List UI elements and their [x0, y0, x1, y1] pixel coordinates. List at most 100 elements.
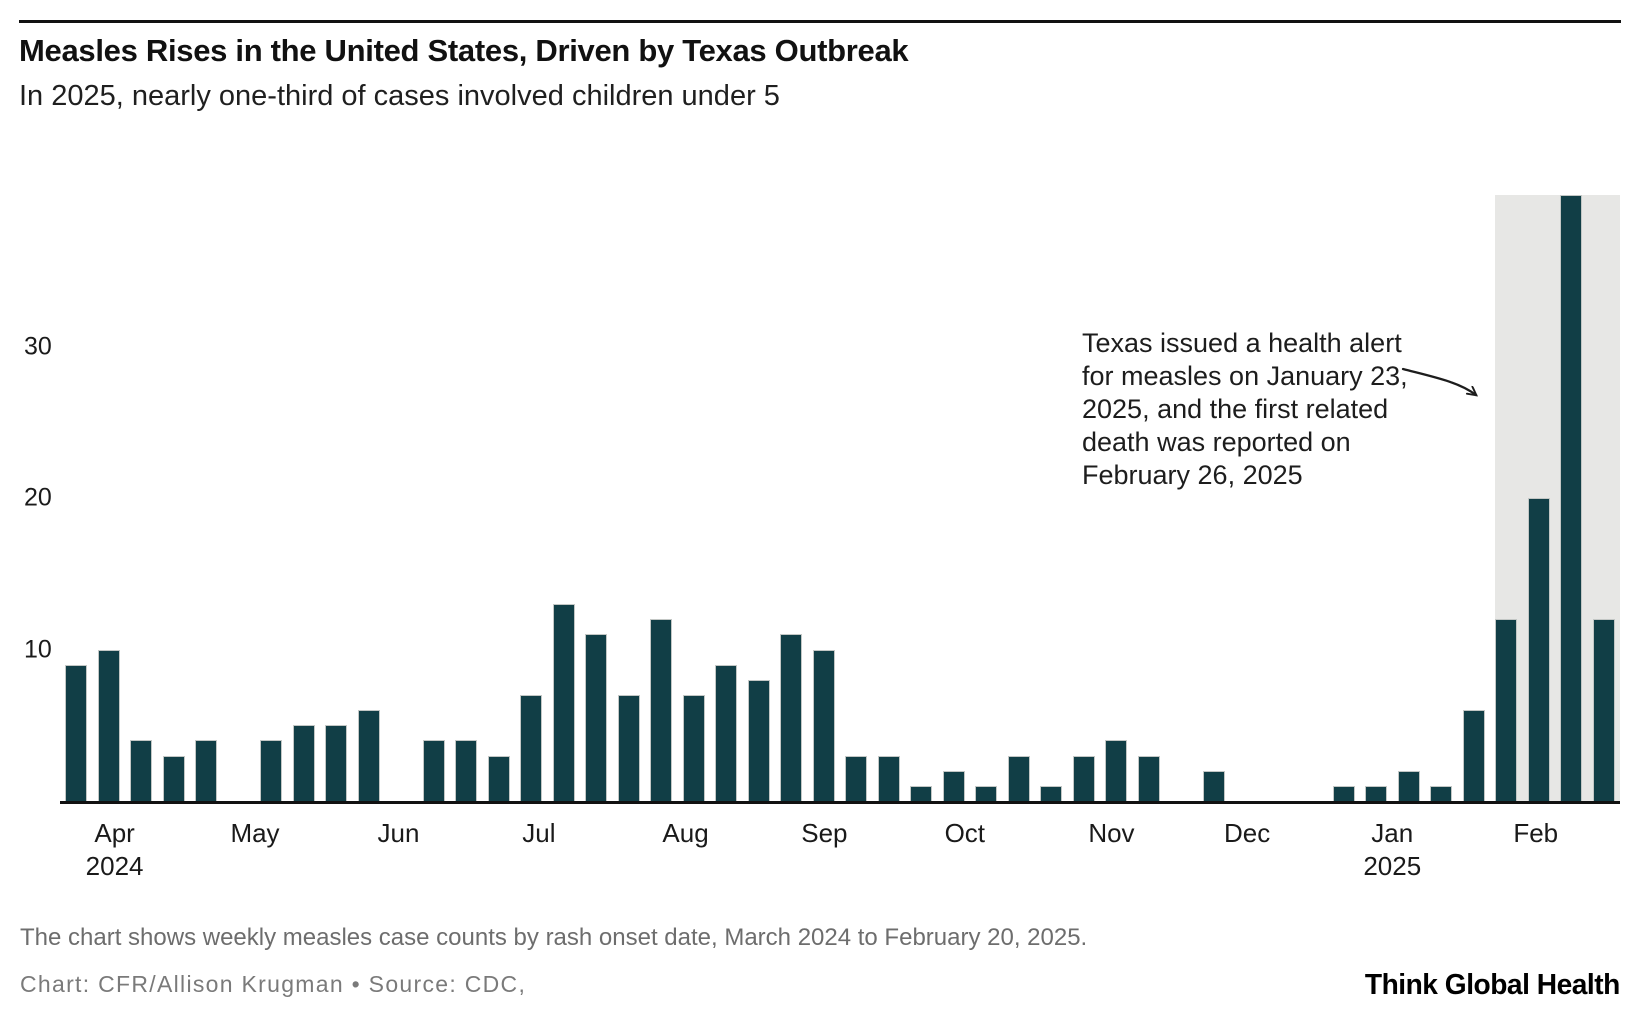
- bar: [487, 755, 510, 801]
- bar-slot: [808, 195, 841, 801]
- chart-title: Measles Rises in the United States, Driv…: [19, 33, 909, 68]
- y-tick-label: 30: [24, 332, 52, 360]
- bar-slot: [1100, 195, 1133, 801]
- bar: [1430, 785, 1453, 801]
- annotation-line: Texas issued a health alert: [1082, 328, 1402, 358]
- bar-slot: [1295, 195, 1328, 801]
- bar-slot: [158, 195, 191, 801]
- bar: [1332, 785, 1355, 801]
- top-rule: [19, 20, 1621, 23]
- bar: [650, 619, 673, 801]
- bar-slot: [1133, 195, 1166, 801]
- bar-slot: [905, 195, 938, 801]
- bar-slot: [548, 195, 581, 801]
- bar: [552, 604, 575, 801]
- bar-slot: [1328, 195, 1361, 801]
- chart-credit: Chart: CFR/Allison Krugman • Source: CDC…: [20, 971, 527, 997]
- bar-slot: [125, 195, 158, 801]
- bar-slot: [93, 195, 126, 801]
- bar: [780, 634, 803, 801]
- bar: [97, 649, 120, 801]
- bar: [682, 694, 705, 801]
- bar-slot: [1263, 195, 1296, 801]
- annotation-line: for measles on January 23,: [1082, 361, 1408, 391]
- x-tick-label-feb: Feb: [1513, 818, 1559, 848]
- bar: [1072, 755, 1095, 801]
- x-tick-year: 2025: [1363, 851, 1422, 881]
- bar: [845, 755, 868, 801]
- bar: [812, 649, 835, 801]
- bar: [585, 634, 608, 801]
- bar: [1105, 740, 1128, 801]
- bar-slot: [1458, 195, 1491, 801]
- x-tick-label-apr: Apr 2024: [85, 818, 144, 881]
- bar: [910, 785, 933, 801]
- annotation-line: 2025, and the first related: [1082, 394, 1389, 424]
- bar: [357, 710, 380, 801]
- y-tick-label: 20: [24, 483, 52, 512]
- bar: [1397, 770, 1420, 801]
- bar: [1137, 755, 1160, 801]
- chart-subtitle: In 2025, nearly one-third of cases invol…: [19, 80, 780, 112]
- x-tick-year: 2024: [85, 851, 144, 881]
- bar-slot: [1035, 195, 1068, 801]
- bar: [455, 740, 478, 801]
- bar-slot: [483, 195, 516, 801]
- bar-slot: [190, 195, 223, 801]
- bar: [1365, 785, 1388, 801]
- x-tick-label-oct: Oct: [944, 818, 986, 848]
- x-tick-label-nov: Nov: [1088, 818, 1135, 848]
- bar: [1495, 619, 1518, 801]
- bar-slot: [873, 195, 906, 801]
- bar: [877, 755, 900, 801]
- annotation-line: death was reported on: [1082, 427, 1351, 457]
- bar-slot: [1068, 195, 1101, 801]
- bars-container: [60, 195, 1620, 801]
- bar-slot: [1198, 195, 1231, 801]
- x-tick-label-jan: Jan 2025: [1363, 818, 1422, 881]
- bar-slot: [223, 195, 256, 801]
- x-tick-label-dec: Dec: [1224, 818, 1271, 848]
- bar-slot: [1523, 195, 1556, 801]
- bar: [130, 740, 153, 801]
- bar-slot: [1165, 195, 1198, 801]
- x-tick-label-sep: Sep: [801, 818, 848, 848]
- bar: [260, 740, 283, 801]
- bar-slot: [1555, 195, 1588, 801]
- chart-caption: The chart shows weekly measles case coun…: [20, 924, 1088, 951]
- bar-slot: [320, 195, 353, 801]
- x-tick-label-may: May: [230, 818, 280, 848]
- bar: [422, 740, 445, 801]
- bar-slot: [515, 195, 548, 801]
- bar: [292, 725, 315, 801]
- bar-slot: [385, 195, 418, 801]
- annotation-text: Texas issued a health alert for measles o…: [1082, 327, 1408, 492]
- annotation-line: February 26, 2025: [1082, 460, 1303, 490]
- bar: [1040, 785, 1063, 801]
- bar: [617, 694, 640, 801]
- bar-slot: [938, 195, 971, 801]
- bar-slot: [288, 195, 321, 801]
- bar-slot: [580, 195, 613, 801]
- bar: [942, 770, 965, 801]
- x-axis-line: [60, 801, 1620, 804]
- bar-slot: [710, 195, 743, 801]
- x-tick-label-aug: Aug: [662, 818, 709, 848]
- bar: [1592, 619, 1615, 801]
- bar: [1560, 195, 1583, 801]
- bar: [715, 664, 738, 801]
- bar: [1462, 710, 1485, 801]
- x-tick-label-jul: Jul: [522, 818, 556, 848]
- bar: [1202, 770, 1225, 801]
- bar-slot: [775, 195, 808, 801]
- think-global-health-logo: Think Global Health: [1365, 969, 1620, 1001]
- y-tick-label: 10: [24, 635, 52, 663]
- bar-slot: [60, 195, 93, 801]
- bar-slot: [840, 195, 873, 801]
- bar-slot: [1360, 195, 1393, 801]
- bar: [325, 725, 348, 801]
- bar-slot: [450, 195, 483, 801]
- x-tick-label-jun: Jun: [377, 818, 420, 848]
- bar: [1007, 755, 1030, 801]
